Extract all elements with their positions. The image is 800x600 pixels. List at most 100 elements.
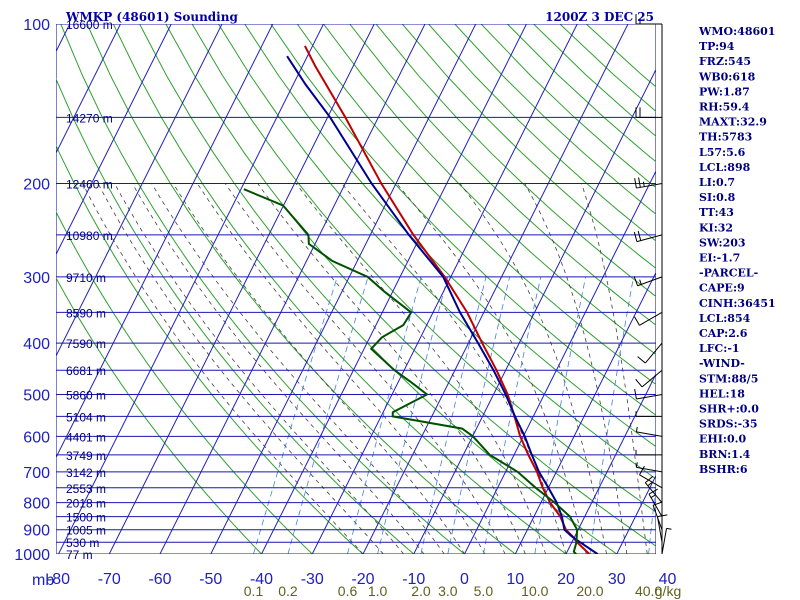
- wind-barb-flag: [634, 389, 637, 400]
- temperature-tick-label: -10: [402, 571, 425, 588]
- stability-index: -PARCEL-: [699, 267, 758, 280]
- stability-index: EI:-1.7: [699, 252, 740, 265]
- grid-layer: [56, 24, 656, 554]
- stability-index: SRDS:-35: [699, 418, 758, 431]
- series-line-temperature: [304, 45, 590, 554]
- mixing-ratio-label: 40.0: [635, 583, 662, 599]
- stability-index: WMO:48601: [698, 25, 775, 38]
- mixing-ratio-line: [648, 481, 656, 554]
- mixing-ratio-label: g/kg: [655, 583, 681, 599]
- mixing-ratio-label: 2.0: [411, 583, 431, 599]
- isotherm-line: [362, 24, 629, 554]
- wind-barb-flag: [633, 231, 638, 242]
- stability-index: BSHR:6: [699, 463, 748, 476]
- wind-barb-layer: [633, 14, 672, 555]
- height-label: 4401 m: [66, 430, 106, 444]
- pressure-tick-label: 700: [23, 465, 50, 482]
- moist-adiabat-line: [131, 183, 425, 554]
- isotherm-line: [311, 24, 578, 554]
- height-label: 3749 m: [66, 449, 106, 463]
- wind-barb-half-flag: [642, 181, 645, 187]
- wind-barb-staff: [641, 369, 663, 388]
- isotherm-line: [56, 24, 172, 256]
- height-label: 77 m: [66, 548, 93, 562]
- wind-barb-staff: [661, 528, 668, 555]
- height-label: 1500 m: [66, 511, 106, 525]
- moist-adiabat-line: [97, 183, 384, 554]
- stability-index: WB0:618: [698, 70, 756, 83]
- label-layer: WMKP (48601) Sounding 1200Z 3 DEC 25 mb …: [14, 10, 775, 599]
- wind-barb-flag: [657, 514, 668, 518]
- isotherm-line: [159, 24, 426, 554]
- mixing-ratio-label: 20.0: [576, 583, 603, 599]
- mixing-ratio-label: 0.1: [244, 583, 264, 599]
- wind-barb-half-flag: [639, 279, 642, 285]
- stability-index: MAXT:32.9: [699, 116, 767, 129]
- stability-index: SHR+:0.0: [699, 403, 759, 416]
- height-label: 7590 m: [66, 337, 106, 351]
- dry-adiabat-line: [112, 24, 567, 554]
- height-label: 12460 m: [66, 178, 113, 192]
- temperature-tick-label: 30: [608, 571, 626, 588]
- wind-barb-staff: [639, 474, 663, 489]
- mixing-ratio-line: [420, 276, 487, 554]
- pressure-tick-label: 600: [23, 429, 50, 446]
- moist-adiabat-line: [341, 183, 567, 554]
- chart-title: WMKP (48601) Sounding: [65, 10, 238, 24]
- isotherm-line: [56, 24, 121, 155]
- wind-barb-staff: [636, 393, 663, 400]
- wind-barb-flag: [634, 178, 637, 189]
- stability-index: FRZ:545: [699, 55, 751, 68]
- height-label: 6681 m: [66, 364, 106, 378]
- mixing-ratio-line: [447, 276, 510, 554]
- wind-barb-flag: [652, 501, 663, 506]
- height-label: 2018 m: [66, 497, 106, 511]
- height-label: 530 m: [66, 536, 99, 550]
- isotherm-line: [108, 24, 375, 554]
- stability-index: EHI:0.0: [699, 433, 746, 446]
- stability-index: SW:203: [699, 236, 746, 249]
- isotherm-line: [514, 271, 656, 554]
- isotherm-line: [58, 24, 324, 554]
- wind-barb-flag: [637, 230, 642, 241]
- wind-barb-flag: [644, 475, 654, 484]
- stability-index: BRN:1.4: [699, 448, 751, 461]
- wind-barb-half-flag: [650, 494, 656, 498]
- pressure-tick-label: 100: [23, 17, 50, 34]
- stability-index: STM:88/5: [699, 372, 758, 385]
- stability-index: CAPE:9: [699, 282, 745, 295]
- mixing-ratio-label: 1.0: [368, 583, 388, 599]
- temperature-tick-label: 10: [506, 571, 524, 588]
- wind-barb-flag: [633, 276, 639, 286]
- stability-index: TH:5783: [699, 131, 752, 144]
- pressure-tick-label: 400: [23, 336, 50, 353]
- height-label: 8590 m: [66, 306, 106, 320]
- series-line-dewpoint: [243, 188, 579, 554]
- wind-barb-staff: [644, 342, 663, 364]
- wind-barb-flag: [638, 177, 641, 188]
- wind-barb-flag: [635, 378, 643, 388]
- temperature-tick-label: 0: [460, 571, 469, 588]
- wind-barb-staff: [639, 311, 663, 326]
- isotherm-line: [56, 24, 274, 459]
- temperature-tick-label: -30: [301, 571, 324, 588]
- isotherm-line: [565, 372, 656, 554]
- height-label: 16600 m: [66, 18, 113, 32]
- mixing-ratio-line: [377, 276, 449, 554]
- stability-index: LI:0.7: [699, 176, 735, 189]
- pressure-tick-label: 500: [23, 387, 50, 404]
- wind-barb-staff: [636, 431, 663, 437]
- stability-index: LFC:-1: [699, 342, 740, 355]
- temperature-tick-label: -40: [250, 571, 273, 588]
- dry-adiabat-line: [60, 24, 465, 554]
- dry-adiabat-line: [559, 24, 656, 113]
- pressure-tick-label: 900: [23, 523, 50, 540]
- wind-barb-flag: [637, 356, 646, 364]
- mixing-ratio-label: 0.2: [278, 583, 298, 599]
- height-label: 14270 m: [66, 111, 113, 125]
- series-line-parcel: [286, 55, 599, 554]
- stability-index: CINH:36451: [699, 297, 776, 310]
- isotherm-line: [261, 24, 527, 554]
- dry-adiabat-line: [56, 144, 364, 554]
